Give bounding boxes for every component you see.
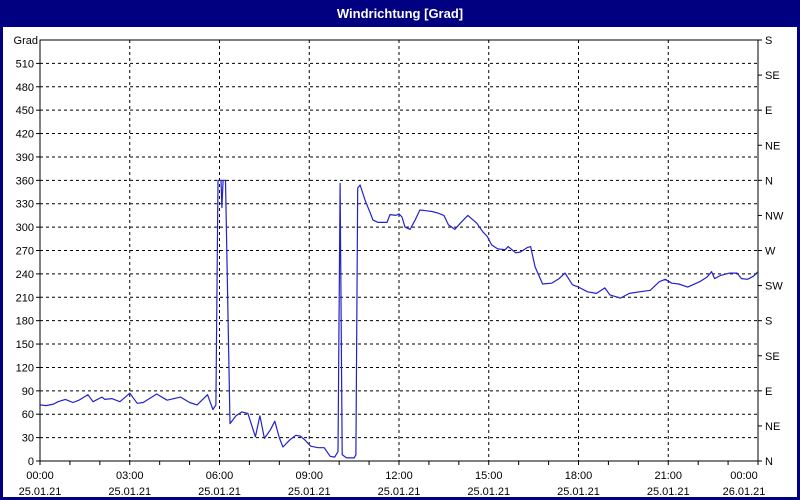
y-axis-label: 240 [16,269,34,281]
x-axis-date-label: 25.01.21 [467,486,510,497]
y-axis-label: 330 [16,199,34,211]
y-axis-label: 420 [16,129,34,141]
chart-area: 0 30 60 90 120 150 180 210 240 270 300 330 360 390 420… [3,27,797,497]
x-axis-time-label: 18:00 [565,470,593,482]
y-axis-label: 270 [16,246,34,258]
x-axis-time-label: 03:00 [116,470,144,482]
y-axis-label: 90 [22,386,34,398]
x-axis-time-label: 12:00 [385,470,413,482]
x-axis-time-label: 21:00 [654,470,682,482]
x-axis-date-label: 26.01.21 [723,486,766,497]
compass-label: NW [765,210,784,222]
compass-label: N [765,456,773,468]
x-axis-time-label: 15:00 [475,470,503,482]
compass-label: NE [765,140,780,152]
x-axis-date-label: 25.01.21 [19,486,62,497]
compass-label: SW [765,281,783,293]
y-axis-label: 450 [16,105,34,117]
y-axis-label: 120 [16,362,34,374]
title-bar: Windrichtung [Grad] [0,0,800,27]
compass-label: S [765,35,772,47]
y-axis-label: 360 [16,175,34,187]
y-axis-label: 60 [22,409,34,421]
y-axis-label: 0 [28,456,34,468]
x-axis-date-label: 25.01.21 [198,486,241,497]
x-axis-date-label: 25.01.21 [647,486,690,497]
compass-label: E [765,105,772,117]
x-axis-time-label: 06:00 [206,470,234,482]
compass-label: SE [765,70,780,82]
wind-direction-line [39,179,759,459]
compass-label: N [765,175,773,187]
x-axis-date-label: 25.01.21 [108,486,151,497]
x-axis-date-label: 25.01.21 [378,486,421,497]
x-axis-time-label: 00:00 [26,470,54,482]
y-axis-label: 150 [16,339,34,351]
y-axis-label: 480 [16,82,34,94]
x-axis-time-label: 09:00 [295,470,323,482]
y-axis-unit-label: Grad [14,35,38,47]
compass-label: S [765,316,772,328]
compass-label: SE [765,351,780,363]
compass-label: NE [765,421,780,433]
wind-direction-chart: 0 30 60 90 120 150 180 210 240 270 300 330 360 390 420… [14,35,784,497]
y-axis-label: 210 [16,292,34,304]
window-title: Windrichtung [Grad] [336,6,464,21]
y-axis-label: 180 [16,316,34,328]
x-axis-date-label: 25.01.21 [288,486,331,497]
y-axis-label: 30 [22,433,34,445]
compass-label: W [765,246,776,258]
y-axis-label: 510 [16,58,34,70]
y-axis-label: 300 [16,222,34,234]
compass-label: E [765,386,772,398]
x-axis-time-label: 00:00 [730,470,758,482]
x-axis-date-label: 25.01.21 [557,486,600,497]
y-axis-label: 390 [16,152,34,164]
